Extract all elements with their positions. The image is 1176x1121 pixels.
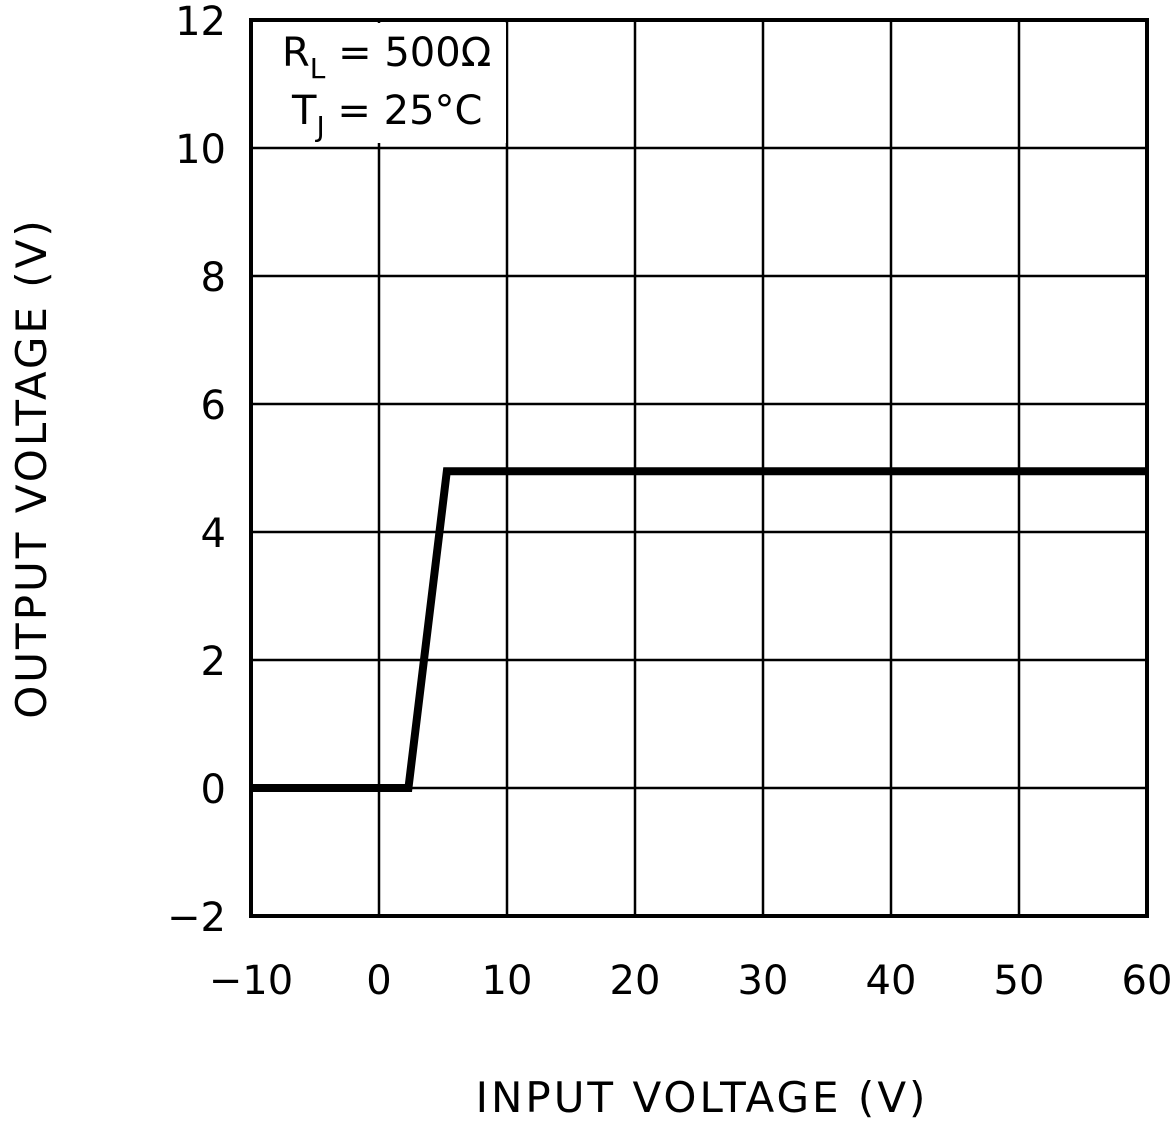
y-tick-label: 4 bbox=[201, 511, 226, 557]
y-tick-label: 2 bbox=[201, 639, 226, 685]
y-tick-label: −2 bbox=[167, 895, 226, 941]
x-axis-title: INPUT VOLTAGE (V) bbox=[476, 1073, 929, 1121]
x-tick-label: 40 bbox=[866, 958, 917, 1004]
x-tick-label: 20 bbox=[610, 958, 661, 1004]
plot-frame bbox=[249, 18, 1149, 918]
x-tick-label: 30 bbox=[738, 958, 789, 1004]
annotation-background bbox=[254, 23, 506, 143]
series-line bbox=[251, 467, 1147, 792]
y-tick-label: 10 bbox=[175, 127, 226, 173]
y-axis-title: OUTPUT VOLTAGE (V) bbox=[7, 217, 56, 719]
y-tick-labels: −2 0 2 4 6 8 10 12 bbox=[167, 0, 226, 941]
annotation-junction-temperature: TJ = 25°C bbox=[291, 88, 482, 143]
y-tick-label: 12 bbox=[175, 0, 226, 45]
series-group bbox=[251, 467, 1147, 792]
x-tick-label: −10 bbox=[209, 958, 293, 1004]
x-tick-label: 0 bbox=[366, 958, 391, 1004]
x-tick-label: 50 bbox=[994, 958, 1045, 1004]
annotation-box: RL = 500Ω TJ = 25°C bbox=[282, 30, 491, 143]
annotation-load-resistance: RL = 500Ω bbox=[282, 30, 491, 85]
y-tick-label: 8 bbox=[201, 255, 226, 301]
y-tick-label: 6 bbox=[201, 383, 226, 429]
y-tick-label: 0 bbox=[201, 767, 226, 813]
x-tick-label: 60 bbox=[1122, 958, 1173, 1004]
x-tick-label: 10 bbox=[482, 958, 533, 1004]
x-tick-labels: −10 0 10 20 30 40 50 60 bbox=[209, 958, 1173, 1004]
